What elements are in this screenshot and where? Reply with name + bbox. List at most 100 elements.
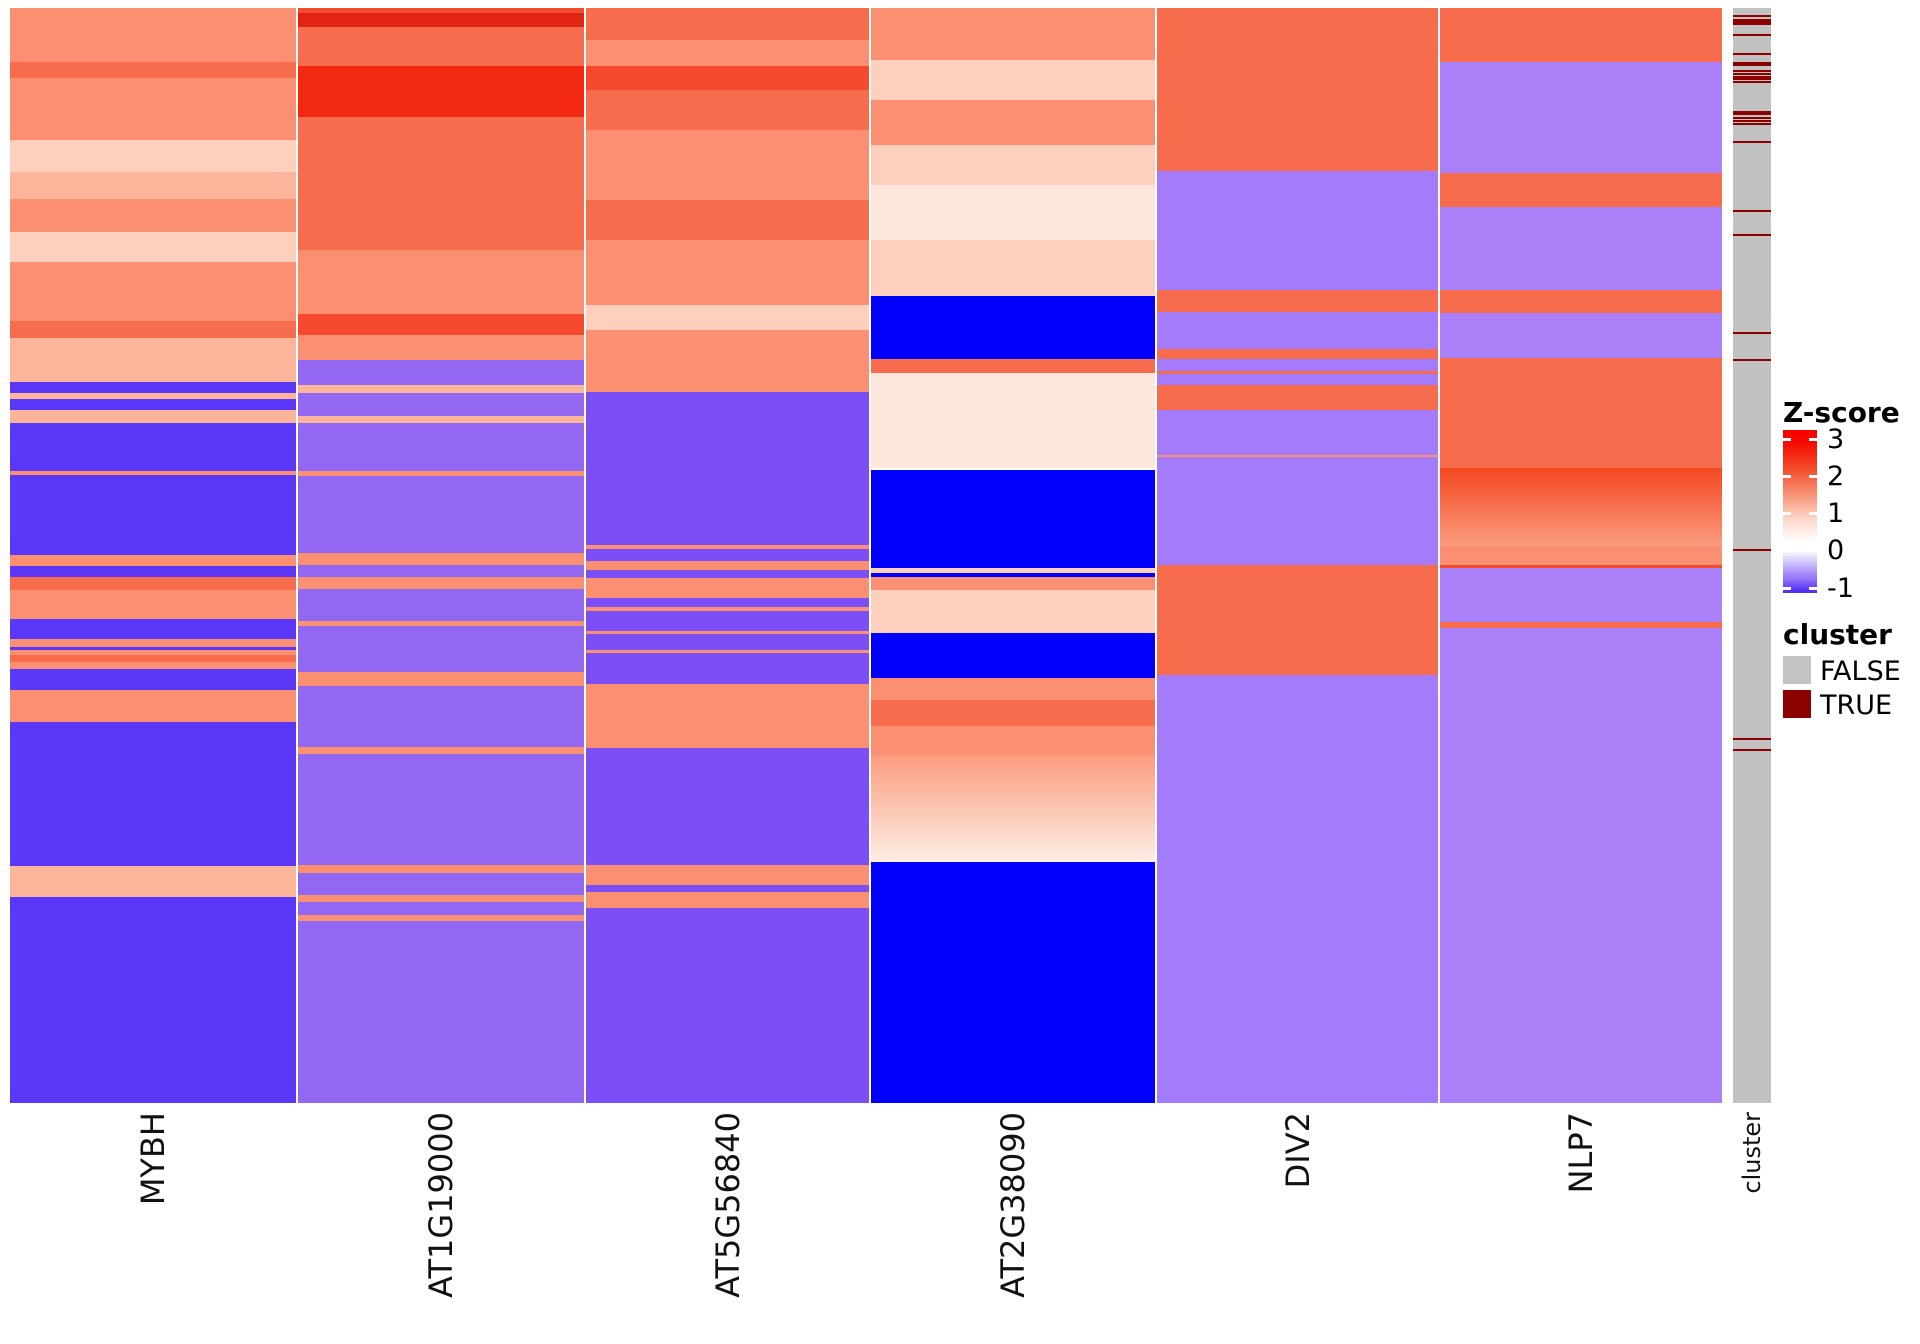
legend-tick-dash xyxy=(1809,438,1817,441)
heatmap-band xyxy=(871,420,1155,468)
heatmap-band xyxy=(298,895,584,902)
heatmap-band xyxy=(1440,173,1722,207)
heatmap-band xyxy=(871,100,1155,145)
heatmap-band xyxy=(586,8,869,40)
heatmap-band xyxy=(871,568,1155,573)
heatmap-band xyxy=(298,66,584,117)
heatmap-column-NLP7 xyxy=(1440,8,1722,1103)
zscore-legend-title: Z-score xyxy=(1783,396,1900,429)
heatmap-band xyxy=(10,722,296,866)
heatmap-band xyxy=(586,611,869,631)
heatmap-band xyxy=(871,373,1155,420)
heatmap-band xyxy=(871,726,1155,755)
cluster-true-mark xyxy=(1733,78,1771,80)
heatmap-band xyxy=(586,748,869,865)
legend-tick-dash xyxy=(1783,587,1791,590)
column-label-AT5G56840: AT5G56840 xyxy=(708,1112,747,1298)
heatmap-band xyxy=(298,416,584,423)
heatmap-column-AT2G38090 xyxy=(871,8,1155,1103)
zscore-legend-colorbar xyxy=(1783,430,1817,593)
heatmap-band xyxy=(871,60,1155,100)
heatmap-band xyxy=(586,130,869,200)
legend-tick-dash xyxy=(1783,512,1791,515)
heatmap-band xyxy=(10,199,296,232)
heatmap-band xyxy=(586,66,869,90)
heatmap-band xyxy=(1157,349,1438,359)
cluster-true-mark xyxy=(1733,21,1771,23)
cluster-legend-label-TRUE: TRUE xyxy=(1820,690,1893,721)
heatmap-band xyxy=(586,392,869,545)
cluster-legend-swatch-FALSE xyxy=(1783,656,1811,684)
cluster-true-mark xyxy=(1733,359,1771,361)
heatmap-band xyxy=(298,565,584,577)
heatmap-band xyxy=(10,172,296,199)
heatmap-band xyxy=(298,626,584,672)
heatmap-band xyxy=(10,590,296,619)
heatmap-column-DIV2 xyxy=(1157,8,1438,1103)
legend-tick-label: 3 xyxy=(1827,424,1845,455)
heatmap-band xyxy=(298,471,584,476)
heatmap-band xyxy=(298,360,584,385)
heatmap-band xyxy=(298,393,584,416)
legend-tick-label: 1 xyxy=(1827,498,1845,529)
heatmap-band xyxy=(1157,312,1438,349)
heatmap-band xyxy=(1157,171,1438,290)
heatmap-band xyxy=(586,653,869,684)
heatmap-band xyxy=(10,399,296,410)
heatmap-band xyxy=(1157,455,1438,457)
heatmap-band xyxy=(871,359,1155,373)
heatmap-band xyxy=(871,296,1155,359)
heatmap-band xyxy=(10,690,296,722)
heatmap-band xyxy=(298,476,584,553)
heatmap-band xyxy=(1440,628,1722,1103)
heatmap-column-AT5G56840 xyxy=(586,8,869,1103)
heatmap-band xyxy=(586,549,869,561)
legend-tick-dash xyxy=(1783,549,1791,552)
cluster-true-mark xyxy=(1733,749,1771,751)
heatmap-band xyxy=(586,908,869,1103)
heatmap-band xyxy=(586,885,869,892)
heatmap-band xyxy=(586,634,869,650)
legend-tick-label: 0 xyxy=(1827,535,1845,566)
heatmap-band xyxy=(10,140,296,172)
cluster-true-mark xyxy=(1733,738,1771,740)
heatmap-band xyxy=(10,62,296,78)
heatmap-band xyxy=(10,338,296,382)
heatmap-band xyxy=(298,13,584,27)
heatmap-band xyxy=(586,570,869,578)
heatmap-band xyxy=(1157,565,1438,675)
heatmap-band xyxy=(10,382,296,393)
heatmap-band xyxy=(586,578,869,598)
heatmap-band xyxy=(298,865,584,873)
cluster-true-mark xyxy=(1733,549,1771,551)
heatmap-band xyxy=(1157,385,1438,410)
heatmap-band xyxy=(298,577,584,589)
heatmap-band xyxy=(871,573,1155,577)
heatmap-band xyxy=(10,262,296,321)
cluster-legend-swatch-TRUE xyxy=(1783,690,1811,718)
heatmap-band xyxy=(298,589,584,621)
heatmap-band xyxy=(10,8,296,62)
cluster-legend-label-FALSE: FALSE xyxy=(1820,656,1901,687)
heatmap-band xyxy=(871,185,1155,240)
heatmap-band xyxy=(1440,622,1722,628)
heatmap-band xyxy=(298,553,584,565)
column-label-DIV2: DIV2 xyxy=(1278,1112,1317,1189)
heatmap-band xyxy=(298,385,584,393)
heatmap-band xyxy=(298,902,584,915)
heatmap-band xyxy=(298,335,584,360)
cluster-true-mark xyxy=(1733,123,1771,125)
heatmap-band xyxy=(10,410,296,423)
heatmap-band xyxy=(1440,8,1722,62)
heatmap-band xyxy=(1157,290,1438,312)
cluster-true-mark xyxy=(1733,113,1771,115)
heatmap-band xyxy=(298,915,584,921)
legend-tick-dash xyxy=(1809,587,1817,590)
heatmap-band xyxy=(298,250,584,314)
heatmap-band xyxy=(871,678,1155,700)
heatmap-band xyxy=(10,577,296,590)
heatmap-band xyxy=(298,621,584,626)
heatmap-band xyxy=(871,470,1155,568)
cluster-true-mark xyxy=(1733,76,1771,78)
